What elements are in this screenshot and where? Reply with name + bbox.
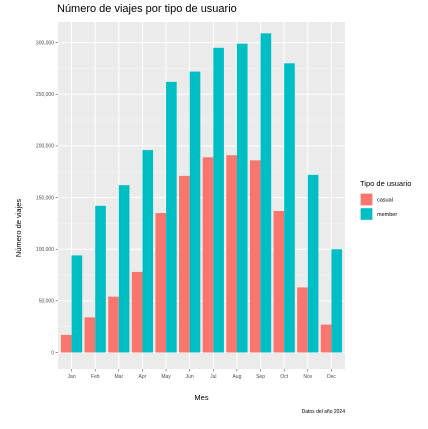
x-tick-label: May (161, 374, 171, 380)
y-tick-label: 300,000 (36, 40, 54, 46)
bars (60, 33, 343, 353)
bar-casual-nov (297, 287, 308, 353)
bar-casual-jan (60, 334, 72, 353)
x-tick-label: Jan (68, 374, 76, 380)
bar-member-may (166, 81, 177, 353)
bar-casual-mar (108, 296, 119, 353)
y-tick-label: 200,000 (36, 144, 54, 150)
bar-member-dec (331, 249, 343, 353)
x-axis-ticks: Jan Feb Mar Apr May Jun Jul Aug Sep Oct Nov Dec (68, 369, 336, 380)
y-tick-label: 50,000 (39, 299, 55, 305)
bar-casual-apr (131, 271, 143, 353)
bar-member-sep (260, 33, 272, 353)
bar-casual-oct (273, 210, 285, 353)
x-tick-label: Jul (210, 374, 216, 380)
legend-label-member: member (377, 212, 397, 218)
x-tick-label: Oct (280, 374, 288, 380)
legend-swatch-casual (360, 193, 373, 206)
bar-member-jun (189, 71, 201, 353)
x-tick-label: Feb (91, 374, 100, 380)
bar-casual-feb (84, 317, 96, 353)
x-tick-label: Nov (303, 374, 312, 380)
bar-member-apr (142, 150, 154, 353)
y-axis-title: Número de viajes (14, 199, 23, 258)
y-tick-label: 0 (51, 350, 54, 356)
x-axis-title: Mes (194, 393, 208, 402)
legend-swatch-member (360, 208, 373, 220)
legend: Tipo de usuario casual member (360, 179, 411, 221)
bar-member-aug (236, 43, 248, 353)
bar-casual-jun (179, 175, 190, 353)
x-tick-label: Sep (256, 374, 265, 380)
x-tick-label: Apr (139, 374, 147, 380)
bar-member-oct (284, 63, 295, 353)
y-tick-label: 150,000 (36, 195, 54, 201)
bar-member-nov (307, 174, 319, 353)
bar-member-jan (71, 255, 83, 353)
legend-label-casual: casual (377, 198, 393, 204)
bar-casual-aug (226, 155, 237, 353)
x-tick-label: Jun (186, 374, 194, 380)
bar-casual-may (155, 213, 167, 353)
x-tick-label: Dec (327, 374, 336, 380)
x-tick-label: Aug (232, 374, 241, 380)
chart-caption: Datos del año 2024 (302, 409, 346, 415)
chart-title: Número de viajes por tipo de usuario (57, 3, 237, 15)
legend-title: Tipo de usuario (360, 179, 411, 188)
bar-member-mar (118, 185, 130, 353)
y-axis-ticks: 0 50,000 100,000 150,000 200,000 250,000 300,0… (36, 40, 58, 356)
x-tick-label: Mar (115, 374, 124, 380)
bar-member-jul (213, 47, 224, 353)
y-tick-label: 100,000 (36, 247, 54, 253)
bar-casual-dec (320, 324, 332, 353)
y-tick-label: 250,000 (36, 92, 54, 98)
bar-casual-sep (249, 160, 261, 353)
bar-member-feb (95, 205, 106, 353)
bar-casual-jul (202, 157, 214, 353)
